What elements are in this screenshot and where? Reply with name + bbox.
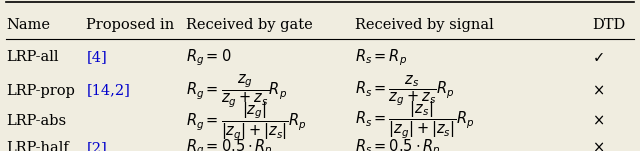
Text: $\checkmark$: $\checkmark$ [592, 50, 604, 64]
Text: $\times$: $\times$ [592, 84, 604, 98]
Text: Received by signal: Received by signal [355, 18, 494, 32]
Text: DTD: DTD [592, 18, 625, 32]
Text: Received by gate: Received by gate [186, 18, 312, 32]
Text: LRP-all: LRP-all [6, 50, 59, 64]
Text: $\times$: $\times$ [592, 114, 604, 128]
Text: $R_g = 0$: $R_g = 0$ [186, 47, 231, 68]
Text: $R_s = \dfrac{|z_s|}{|z_g|+|z_s|} R_p$: $R_s = \dfrac{|z_s|}{|z_g|+|z_s|} R_p$ [355, 100, 475, 141]
Text: LRP-prop: LRP-prop [6, 84, 76, 98]
Text: [14,2]: [14,2] [86, 84, 131, 98]
Text: $R_s = R_p$: $R_s = R_p$ [355, 47, 407, 68]
Text: Proposed in: Proposed in [86, 18, 175, 32]
Text: Name: Name [6, 18, 51, 32]
Text: $R_s = 0.5 \cdot R_p$: $R_s = 0.5 \cdot R_p$ [355, 138, 441, 151]
Text: $R_s = \dfrac{z_s}{z_g+z_s} R_p$: $R_s = \dfrac{z_s}{z_g+z_s} R_p$ [355, 73, 455, 108]
Text: [4]: [4] [86, 50, 107, 64]
Text: LRP-half: LRP-half [6, 141, 69, 151]
Text: [2]: [2] [86, 141, 107, 151]
Text: LRP-abs: LRP-abs [6, 114, 67, 128]
Text: $R_g = \dfrac{|z_g|}{|z_g|+|z_s|} R_p$: $R_g = \dfrac{|z_g|}{|z_g|+|z_s|} R_p$ [186, 100, 307, 142]
Text: $R_g = 0.5 \cdot R_p$: $R_g = 0.5 \cdot R_p$ [186, 138, 273, 151]
Text: $R_g = \dfrac{z_g}{z_g+z_s} R_p$: $R_g = \dfrac{z_g}{z_g+z_s} R_p$ [186, 72, 287, 109]
Text: $\times$: $\times$ [592, 141, 604, 151]
